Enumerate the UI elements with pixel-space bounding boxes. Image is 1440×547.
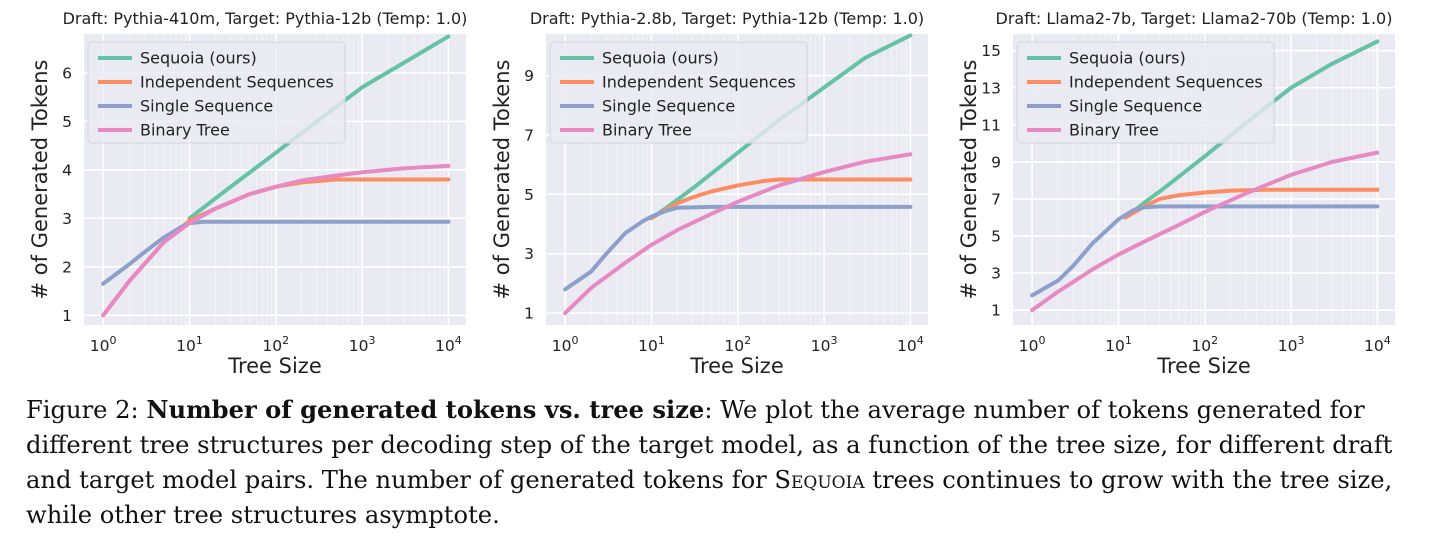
chart-1-y-tick-label: 5 — [62, 113, 72, 131]
chart-3-y-tick-label: 3 — [991, 265, 1001, 283]
chart-3-y-tick-label: 1 — [991, 302, 1001, 320]
chart-2-series-independent-sequences — [649, 177, 913, 221]
chart-2-x-tick-label: 102 — [724, 334, 751, 355]
chart-3-y-tick-label: 15 — [981, 42, 1001, 60]
chart-1-x-tick-label: 102 — [262, 334, 289, 355]
chart-3-x-axis-label: Tree Size — [1156, 354, 1251, 378]
chart-3-x-tick-label: 103 — [1278, 334, 1305, 355]
chart-3-x-tick-label: 104 — [1364, 334, 1391, 355]
chart-3-series-independent-sequences — [1123, 187, 1380, 220]
chart-3-title: Draft: Llama2-7b, Target: Llama2-70b (Te… — [996, 9, 1393, 28]
chart-1-y-tick-label: 4 — [62, 161, 72, 179]
chart-3-series-sequoia-ours — [1123, 39, 1380, 220]
chart-2-y-tick-label: 9 — [524, 67, 534, 85]
chart-2-y-axis-label: # of Generated Tokens — [490, 60, 514, 300]
chart-1-y-tick-label: 2 — [62, 258, 72, 276]
chart-2-x-axis-label: Tree Size — [689, 354, 784, 378]
chart-2: 100 101 102 103 104 1 3 5 7 9 Tree Size # of Genera… — [490, 9, 928, 378]
chart-2-series-binary-tree — [563, 152, 913, 316]
caption-text-1: : We plot the average number of tokens g… — [26, 396, 1393, 494]
chart-1-y-tick-label: 1 — [62, 307, 72, 325]
chart-1-legend-label-binary-tree: Binary Tree — [140, 121, 230, 140]
chart-2-x-tick-label: 100 — [552, 334, 579, 355]
chart-3-series-binary-tree — [1030, 150, 1380, 313]
caption-method-name: Sequoia — [774, 466, 865, 494]
chart-2-legend: Sequoia (ours) Independent Sequences Singl… — [549, 41, 808, 144]
chart-1-x-tick-label: 104 — [435, 334, 462, 355]
chart-2-x-tick-label: 103 — [811, 334, 838, 355]
chart-1-series-binary-tree — [101, 163, 451, 318]
chart-3-legend-label-independent-sequences: Independent Sequences — [1069, 73, 1263, 92]
chart-3-legend-label-single-sequence: Single Sequence — [1069, 97, 1202, 116]
chart-3-y-tick-label: 9 — [991, 153, 1001, 171]
chart-1-y-tick-label: 3 — [62, 210, 72, 228]
chart-2-y-tick-label: 5 — [524, 186, 534, 204]
figure-charts: 100 101 102 103 104 1 2 3 4 5 6 Tree Size # of Gener… — [28, 9, 1395, 378]
chart-3-y-tick-label: 13 — [981, 79, 1001, 97]
chart-2-legend-label-single-sequence: Single Sequence — [602, 97, 735, 116]
chart-3-series-single-sequence — [1030, 204, 1380, 298]
chart-1-legend: Sequoia (ours) Independent Sequences Singl… — [87, 41, 346, 144]
chart-1-x-tick-label: 100 — [90, 334, 117, 355]
chart-1: 100 101 102 103 104 1 2 3 4 5 6 Tree Size # of Gener… — [28, 9, 467, 378]
chart-1-x-tick-label: 103 — [349, 334, 376, 355]
caption-label: Figure 2: — [26, 396, 139, 424]
chart-3-y-tick-label: 11 — [981, 116, 1001, 134]
chart-1-legend-label-independent-sequences: Independent Sequences — [140, 73, 334, 92]
chart-3-legend-frame — [1016, 41, 1275, 144]
chart-2-title: Draft: Pythia-2.8b, Target: Pythia-12b (… — [530, 9, 924, 28]
chart-2-y-tick-label: 7 — [524, 126, 534, 144]
chart-3-x-tick-label: 102 — [1191, 334, 1218, 355]
chart-3-x-tick-label: 100 — [1019, 334, 1046, 355]
chart-3-legend: Sequoia (ours) Independent Sequences Singl… — [1016, 41, 1275, 144]
chart-1-y-axis-label: # of Generated Tokens — [28, 60, 52, 300]
chart-2-legend-label-binary-tree: Binary Tree — [602, 121, 692, 140]
chart-3-y-tick-label: 7 — [991, 190, 1001, 208]
chart-3-x-tick-label: 101 — [1105, 334, 1132, 355]
caption-title: Number of generated tokens vs. tree size — [146, 395, 705, 424]
chart-2-legend-label-independent-sequences: Independent Sequences — [602, 73, 796, 92]
chart-2-x-tick-label: 104 — [897, 334, 924, 355]
chart-2-y-tick-label: 1 — [524, 305, 534, 323]
chart-1-x-axis-label: Tree Size — [227, 354, 322, 378]
chart-1-title: Draft: Pythia-410m, Target: Pythia-12b (… — [63, 9, 468, 28]
chart-2-legend-frame — [549, 41, 808, 144]
chart-2-legend-label-sequoia-ours: Sequoia (ours) — [602, 49, 719, 68]
chart-1-y-tick-label: 6 — [62, 64, 72, 82]
chart-3-y-tick-label: 5 — [991, 228, 1001, 246]
figure-caption: Figure 2: Number of generated tokens vs.… — [26, 392, 1418, 533]
chart-3-legend-label-sequoia-ours: Sequoia (ours) — [1069, 49, 1186, 68]
chart-1-legend-label-sequoia-ours: Sequoia (ours) — [140, 49, 257, 68]
chart-3-legend-label-binary-tree: Binary Tree — [1069, 121, 1159, 140]
chart-2-y-tick-label: 3 — [524, 245, 534, 263]
chart-1-legend-frame — [87, 41, 346, 144]
chart-2-series-single-sequence — [563, 204, 913, 292]
chart-1-x-tick-label: 101 — [176, 334, 203, 355]
caption-text-2: trees continues to grow with the tree si… — [26, 466, 1393, 529]
chart-2-x-tick-label: 101 — [638, 334, 665, 355]
chart-3-y-axis-label: # of Generated Tokens — [957, 60, 981, 300]
chart-1-legend-label-single-sequence: Single Sequence — [140, 97, 273, 116]
